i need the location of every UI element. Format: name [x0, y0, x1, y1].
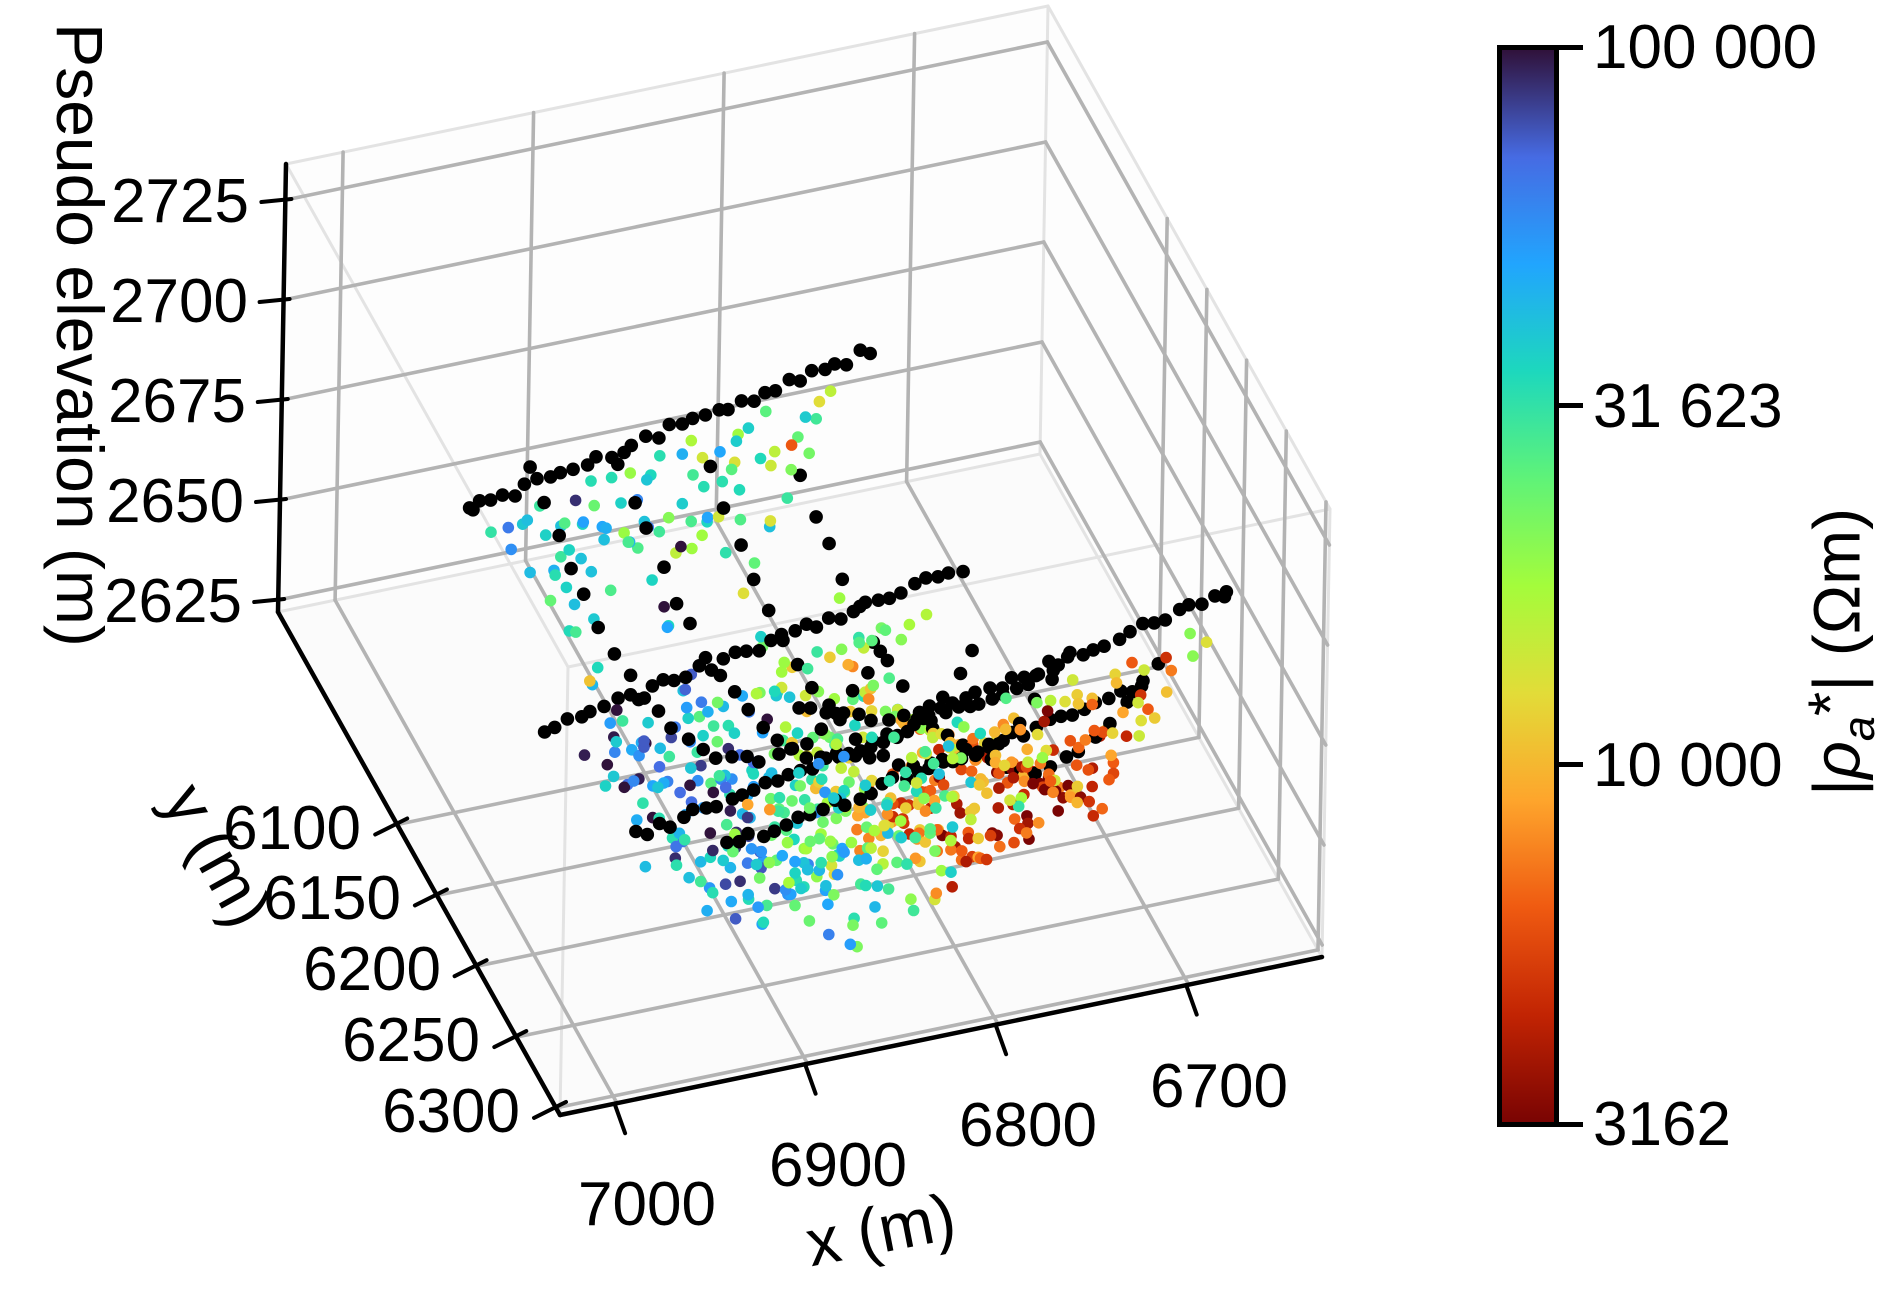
- colorbar-tick-label: 3162: [1593, 1090, 1731, 1159]
- svg-text:2725: 2725: [111, 167, 249, 236]
- svg-text:6900: 6900: [769, 1131, 907, 1200]
- z-axis-label: Pseudo elevation (m): [43, 23, 117, 647]
- svg-text:7000: 7000: [578, 1170, 716, 1239]
- axis-ticks: [252, 197, 1199, 1136]
- colorbar-gradient: [1497, 45, 1559, 1127]
- axis-tick-labels: 2625 2650 2675 2700 2725 61006150620062506300…: [104, 167, 1288, 1239]
- axis-spines: [275, 161, 1325, 1118]
- colorbar-tick-label: 100 000: [1593, 13, 1818, 82]
- svg-text:6150: 6150: [263, 864, 401, 933]
- colorbar-tick: [1559, 44, 1583, 50]
- colorbar-tick-label: 10 000: [1593, 730, 1783, 800]
- svg-text:2650: 2650: [106, 467, 244, 536]
- svg-text:2675: 2675: [108, 367, 246, 436]
- svg-text:2625: 2625: [104, 567, 242, 636]
- svg-text:6700: 6700: [1150, 1052, 1288, 1121]
- colorbar-tick: [1559, 1121, 1583, 1127]
- colorbar-tick: [1559, 403, 1583, 409]
- colorbar-title: |ρa*| (Ωm): [1796, 507, 1884, 797]
- generated-3d-scene: 2625 2650 2675 2700 2725 61006150620062506300…: [104, 4, 1332, 1239]
- 3d-scatter-plot: 2625 2650 2675 2700 2725 61006150620062506300…: [43, 4, 1332, 1280]
- svg-text:6250: 6250: [342, 1006, 480, 1075]
- svg-text:6100: 6100: [223, 794, 361, 863]
- scatter-points: [462, 343, 1234, 953]
- colorbar-tick: [1559, 762, 1583, 768]
- svg-text:6800: 6800: [959, 1091, 1097, 1160]
- svg-text:6300: 6300: [382, 1077, 520, 1146]
- colorbar-tick-label: 31 623: [1593, 371, 1783, 441]
- svg-text:2700: 2700: [110, 267, 248, 336]
- svg-text:6200: 6200: [303, 935, 441, 1004]
